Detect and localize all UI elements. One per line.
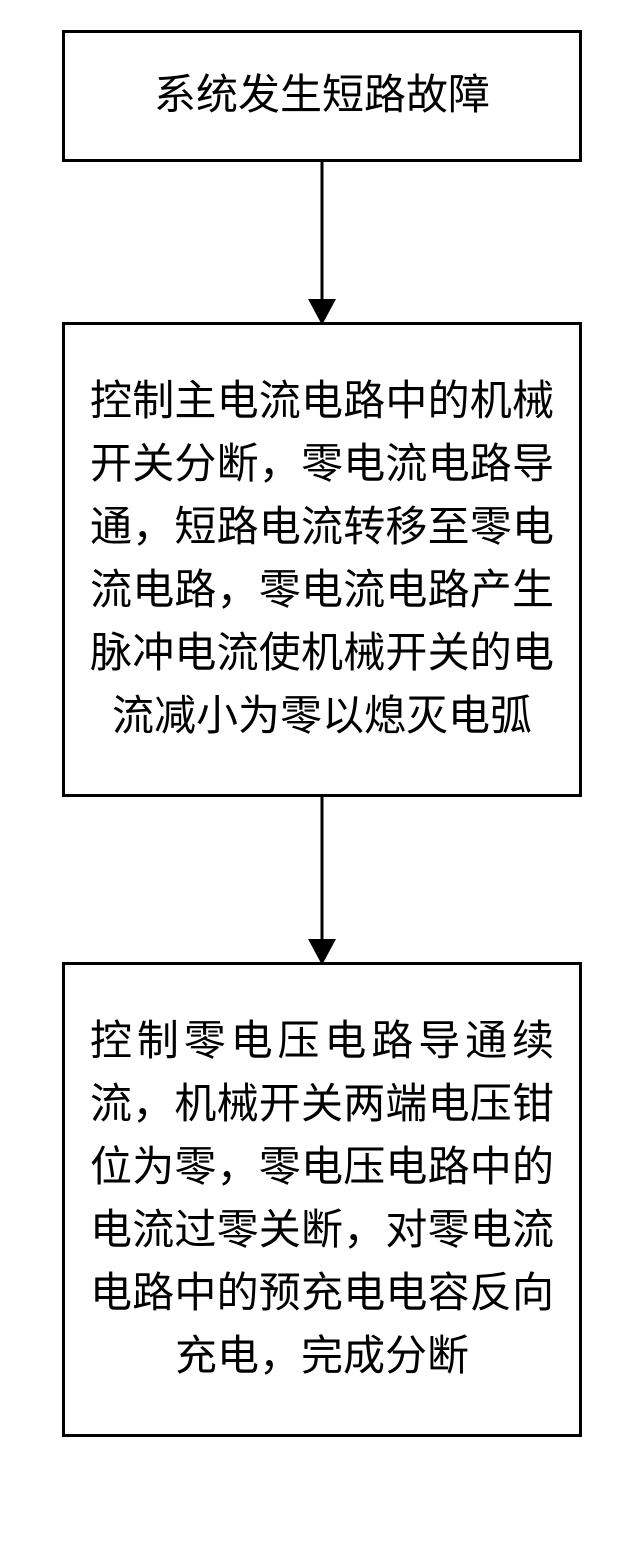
arrow-head-icon xyxy=(308,299,336,325)
flowchart-edge-2 xyxy=(62,797,582,962)
flowchart-container: 系统发生短路故障 控制主电流电路中的机械开关分断，零电流电路导通，短路电流转移至… xyxy=(62,30,582,1437)
flowchart-edge-1 xyxy=(62,162,582,322)
flowchart-node-step1: 系统发生短路故障 xyxy=(62,30,582,162)
node-label: 系统发生短路故障 xyxy=(154,65,490,128)
flowchart-node-step3: 控制零电压电路导通续流，机械开关两端电压钳位为零，零电压电路中的电流过零关断，对… xyxy=(62,962,582,1437)
arrow-head-icon xyxy=(308,939,336,965)
arrow-line xyxy=(321,797,324,942)
arrow-line xyxy=(321,162,324,302)
flowchart-node-step2: 控制主电流电路中的机械开关分断，零电流电路导通，短路电流转移至零电流电路，零电流… xyxy=(62,322,582,797)
node-label: 控制零电压电路导通续流，机械开关两端电压钳位为零，零电压电路中的电流过零关断，对… xyxy=(90,1011,554,1389)
node-label: 控制主电流电路中的机械开关分断，零电流电路导通，短路电流转移至零电流电路，零电流… xyxy=(90,371,554,749)
